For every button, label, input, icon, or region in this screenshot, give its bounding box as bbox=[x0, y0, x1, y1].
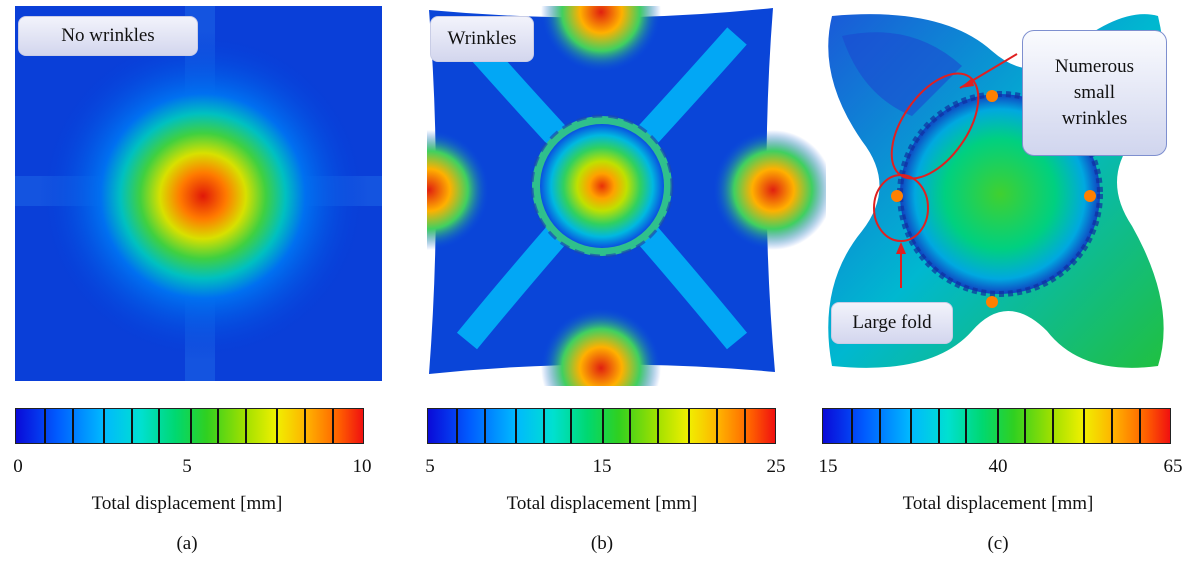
colorbar-tick bbox=[514, 409, 517, 443]
colorbar-tick bbox=[909, 409, 912, 443]
colorbar-tick bbox=[43, 409, 46, 443]
colorbar-tick bbox=[743, 409, 746, 443]
colorbar-tick bbox=[189, 409, 192, 443]
large-fold-label: Large fold bbox=[831, 302, 953, 344]
colorbar-min-label: 15 bbox=[818, 456, 838, 477]
colorbar-tick bbox=[1052, 409, 1055, 443]
panel-letter: (b) bbox=[590, 533, 614, 554]
colorbar-mid-label: 40 bbox=[988, 456, 1008, 477]
colorbar-tick bbox=[850, 409, 853, 443]
colorbar-tick bbox=[716, 409, 718, 443]
colorbar-tick bbox=[996, 409, 999, 443]
panel-c: Numerous small wrinkles Large fold 15 40… bbox=[798, 0, 1197, 561]
contour-plot-no-wrinkles bbox=[15, 6, 382, 381]
colorbar-tick bbox=[629, 409, 632, 443]
colorbar-tick bbox=[1138, 409, 1141, 443]
colorbar-tick bbox=[657, 409, 660, 443]
panel-letter: (c) bbox=[987, 533, 1009, 554]
colorbar-tick bbox=[158, 409, 161, 443]
no-wrinkles-label: No wrinkles bbox=[18, 16, 198, 56]
colorbar-tick bbox=[601, 409, 604, 443]
colorbar-tick bbox=[688, 409, 691, 443]
colorbar-tick bbox=[245, 409, 248, 443]
colorbar-tick bbox=[130, 409, 133, 443]
panel-b: Wrinkles 5 15 25 Total displacement [mm]… bbox=[399, 0, 826, 561]
panel-letter: (a) bbox=[176, 533, 198, 554]
colorbar-caption: Total displacement [mm] bbox=[902, 493, 1094, 514]
colorbar-tick bbox=[878, 409, 881, 443]
colorbar-tick bbox=[217, 409, 220, 443]
colorbar-tick bbox=[331, 409, 334, 443]
contour-plot-wrinkles bbox=[427, 6, 826, 386]
colorbar-tick bbox=[276, 409, 279, 443]
panel-a: No wrinkles 0 5 10 Total displacement [m… bbox=[0, 0, 399, 561]
colorbar-tick bbox=[542, 409, 545, 443]
colorbar-tick bbox=[570, 409, 573, 443]
wrinkles-label: Wrinkles bbox=[430, 16, 534, 62]
colorbar-min-label: 0 bbox=[13, 456, 23, 477]
colorbar-tick bbox=[455, 409, 458, 443]
colorbar-tick bbox=[483, 409, 486, 443]
colorbar-tick bbox=[304, 409, 306, 443]
colorbar-max-label: 65 bbox=[1163, 456, 1183, 477]
colorbar-mid-label: 15 bbox=[592, 456, 612, 477]
colorbar-tick bbox=[71, 409, 74, 443]
colorbar-caption: Total displacement [mm] bbox=[506, 493, 698, 514]
colorbar-caption: Total displacement [mm] bbox=[91, 493, 283, 514]
wrinkles-annotation-text: Numerous small wrinkles bbox=[1054, 56, 1135, 129]
numerous-small-wrinkles-label: Numerous small wrinkles bbox=[1022, 30, 1167, 156]
colorbar-mid-label: 5 bbox=[182, 456, 192, 477]
colorbar-tick bbox=[937, 409, 940, 443]
colorbar-c bbox=[822, 408, 1171, 444]
colorbar-a bbox=[15, 408, 364, 444]
colorbar-tick bbox=[1083, 409, 1086, 443]
colorbar-tick bbox=[1024, 409, 1027, 443]
colorbar-max-label: 10 bbox=[352, 456, 372, 477]
colorbar-tick bbox=[1111, 409, 1113, 443]
colorbar-b bbox=[427, 408, 776, 444]
colorbar-max-label: 25 bbox=[766, 456, 786, 477]
colorbar-min-label: 5 bbox=[425, 456, 435, 477]
colorbar-tick bbox=[965, 409, 968, 443]
colorbar-tick bbox=[102, 409, 105, 443]
